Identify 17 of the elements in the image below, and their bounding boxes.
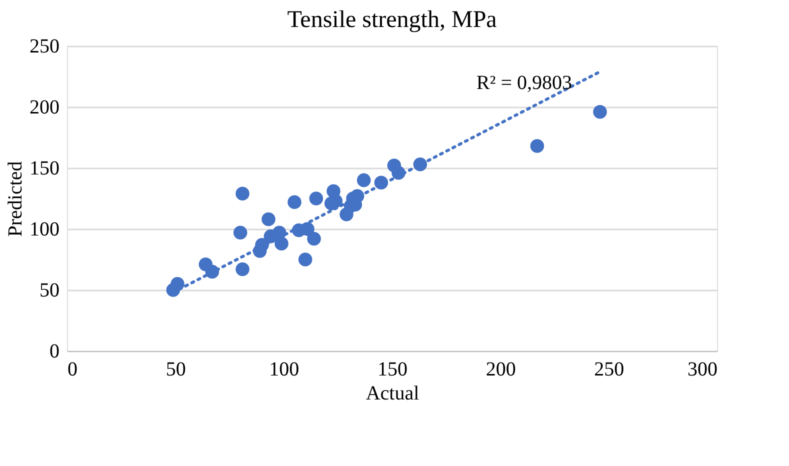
y-tick-label: 150 [30, 158, 60, 180]
x-tick-label: 250 [594, 358, 624, 380]
y-axis-title: Predicted [4, 161, 26, 237]
x-tick-label: 100 [269, 358, 300, 380]
y-tick-label: 200 [30, 96, 60, 118]
y-tick-label: 0 [50, 340, 60, 362]
x-tick-label: 50 [166, 358, 186, 380]
chart-title: Tensile strength, MPa [287, 7, 498, 33]
x-axis-title: Actual [366, 382, 420, 404]
y-tick-label: 50 [40, 280, 60, 302]
x-tick-label: 300 [688, 358, 718, 380]
y-tick-label: 250 [30, 36, 60, 58]
x-tick-label: 150 [378, 358, 408, 380]
annotation: R² = 0,9803 [476, 72, 572, 94]
x-tick-label: 0 [68, 358, 78, 380]
y-tick-label: 100 [30, 218, 60, 240]
x-tick-label: 200 [486, 358, 516, 380]
